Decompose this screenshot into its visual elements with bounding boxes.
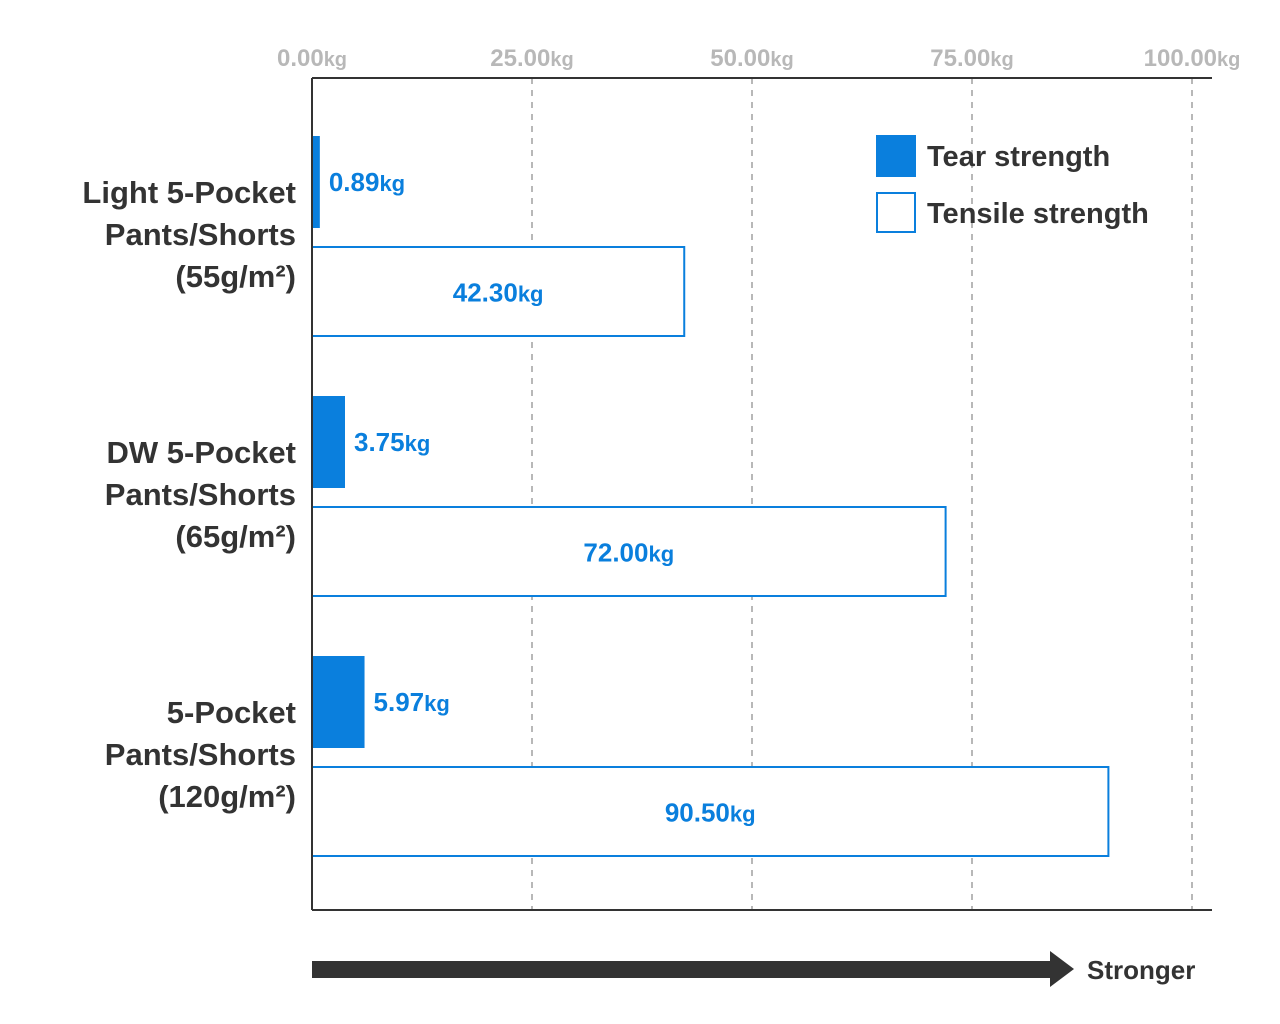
value-label-tear-2: 5.97kg: [374, 687, 450, 717]
value-label-tear-0: 0.89kg: [329, 167, 405, 197]
category-label-1-line-0: DW 5-Pocket: [107, 435, 296, 470]
x-axis-ticks: 0.00kg 25.00kg 50.00kg 75.00kg 100.00kg: [277, 45, 1240, 72]
value-label-tensile-2: 90.50kg: [665, 798, 756, 828]
axes: [311, 77, 1212, 911]
tick-label-50: 50.00kg: [710, 45, 793, 72]
legend: Tear strength Tensile strength: [876, 135, 1149, 233]
arrow-shaft: [312, 961, 1052, 978]
category-label-0-line-2: (55g/m²): [175, 259, 296, 294]
bar-tear-1: [312, 396, 345, 488]
category-label-0-line-1: Pants/Shorts: [105, 217, 296, 252]
category-label-1-line-2: (65g/m²): [175, 519, 296, 554]
category-label-1-line-1: Pants/Shorts: [105, 477, 296, 512]
arrow-label: Stronger: [1087, 955, 1195, 985]
legend-label-tensile: Tensile strength: [927, 198, 1149, 230]
bar-tensile-0: [311, 246, 686, 337]
category-labels: Light 5-Pocket Pants/Shorts (55g/m²) DW 5-P…: [82, 175, 296, 814]
value-label-tensile-1: 72.00kg: [583, 538, 674, 568]
legend-swatch-tensile: [876, 192, 916, 233]
bars: 0.89kg 42.30kg 3.75kg 72.00kg 5.97kg 90.50kg: [311, 136, 1110, 857]
value-label-tensile-0: 42.30kg: [453, 278, 544, 308]
category-label-2-line-1: Pants/Shorts: [105, 737, 296, 772]
legend-swatch-tear: [876, 135, 916, 177]
category-label-0-line-0: Light 5-Pocket: [82, 175, 296, 210]
bar-tensile-2: [311, 766, 1110, 857]
bar-tear-2: [312, 656, 365, 748]
tick-label-100: 100.00kg: [1144, 45, 1241, 72]
value-label-tear-1: 3.75kg: [354, 427, 430, 457]
tick-label-75: 75.00kg: [930, 45, 1013, 72]
tick-label-0: 0.00kg: [277, 45, 347, 72]
stronger-arrow: Stronger: [312, 951, 1195, 987]
category-label-2-line-0: 5-Pocket: [167, 695, 296, 730]
bar-tensile-1: [311, 506, 947, 597]
arrow-head-icon: [1050, 951, 1074, 987]
tick-label-25: 25.00kg: [490, 45, 573, 72]
bar-tear-0: [312, 136, 320, 228]
legend-label-tear: Tear strength: [927, 141, 1110, 173]
category-label-2-line-2: (120g/m²): [158, 779, 296, 814]
